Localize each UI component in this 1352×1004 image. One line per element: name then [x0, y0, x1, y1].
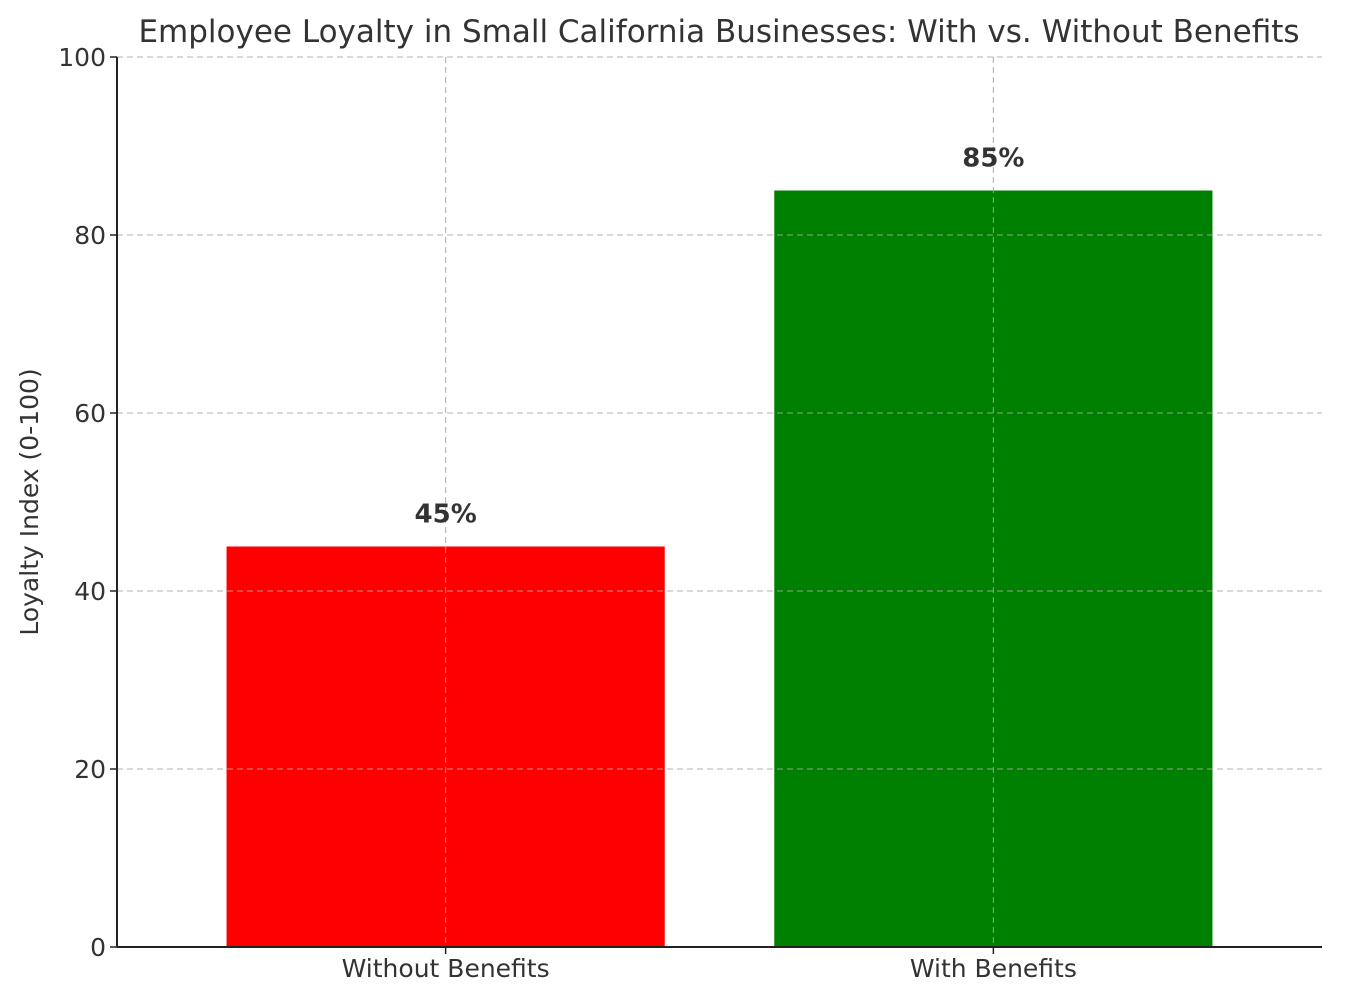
bars [226, 190, 1213, 947]
y-tick-label: 80 [74, 221, 106, 250]
x-tick-label: With Benefits [910, 954, 1077, 983]
y-tick-label: 0 [90, 933, 106, 962]
x-tick-label: Without Benefits [342, 954, 550, 983]
chart-title: Employee Loyalty in Small California Bus… [138, 14, 1299, 50]
labels: 0 20 40 60 80 100 45% 85% Without Benefits With B… [58, 43, 1077, 983]
bar-value-label: 45% [415, 500, 477, 530]
bar-value-label: 85% [962, 144, 1024, 174]
y-tick-label: 60 [74, 399, 106, 428]
y-tick-label: 40 [74, 577, 106, 606]
y-tick-label: 100 [58, 43, 106, 72]
axes [110, 56, 1322, 954]
y-tick-label: 20 [74, 755, 106, 784]
y-axis-label: Loyalty Index (0-100) [15, 368, 44, 635]
bar-without-benefits [226, 546, 665, 947]
